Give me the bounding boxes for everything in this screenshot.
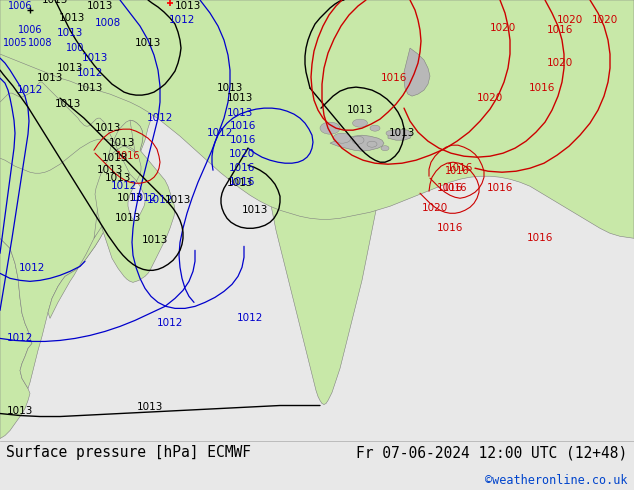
Text: 1013: 1013 [115,213,141,223]
Text: 1013: 1013 [57,63,83,73]
Text: 1020: 1020 [490,23,516,33]
Text: 1016: 1016 [527,233,553,244]
Text: 1012: 1012 [147,113,173,123]
Text: 1013: 1013 [217,83,243,93]
Text: 1013: 1013 [7,406,33,416]
Text: 1016: 1016 [229,177,256,187]
Text: 1012: 1012 [237,314,263,323]
Text: 1016: 1016 [444,166,469,176]
Text: 1012: 1012 [169,15,195,25]
Text: 1013: 1013 [227,108,253,118]
Text: 1016: 1016 [229,163,256,173]
Polygon shape [0,82,175,282]
Text: 1013: 1013 [95,123,121,133]
Text: 1016: 1016 [547,25,573,35]
Text: 1020: 1020 [477,93,503,103]
Ellipse shape [333,133,351,143]
Text: 1020: 1020 [592,15,618,25]
Text: 1012: 1012 [147,195,173,205]
Polygon shape [230,0,381,405]
Text: 1006: 1006 [18,25,42,35]
Text: 1020: 1020 [422,203,448,213]
Text: 1013: 1013 [109,138,135,148]
Text: 1016: 1016 [529,83,555,93]
Text: 1016: 1016 [447,163,473,173]
Text: 1013: 1013 [389,128,415,138]
Text: 1006: 1006 [8,1,32,11]
Polygon shape [0,0,32,439]
Text: 1013: 1013 [117,193,143,203]
Text: 1013: 1013 [42,0,68,5]
Ellipse shape [381,146,389,151]
Text: 1012: 1012 [19,263,45,273]
Polygon shape [388,129,412,140]
Text: 1008: 1008 [95,18,121,28]
Text: ©weatheronline.co.uk: ©weatheronline.co.uk [485,474,628,487]
Text: Fr 07-06-2024 12:00 UTC (12+48): Fr 07-06-2024 12:00 UTC (12+48) [356,445,628,461]
Ellipse shape [353,119,368,127]
Text: 1013: 1013 [57,28,83,38]
Text: 1013: 1013 [55,99,81,109]
Text: 1012: 1012 [77,68,103,78]
Text: 1013: 1013 [227,178,253,188]
Text: 1016: 1016 [437,183,463,193]
Polygon shape [48,163,130,318]
Text: 1020: 1020 [557,15,583,25]
Text: 1013: 1013 [347,105,373,115]
Polygon shape [0,0,165,389]
Text: 1016: 1016 [487,183,513,193]
Text: 1012: 1012 [207,128,233,138]
Text: 1013: 1013 [135,38,161,48]
Polygon shape [404,48,430,96]
Text: 1012: 1012 [131,193,157,203]
Text: 1013: 1013 [105,173,131,183]
Text: 1013: 1013 [77,83,103,93]
Polygon shape [320,0,634,100]
Polygon shape [94,120,143,238]
Text: 1013: 1013 [82,53,108,63]
Text: 1013: 1013 [137,401,163,412]
Text: 1016: 1016 [230,121,256,131]
Text: 1016: 1016 [230,135,256,145]
Text: 1012: 1012 [7,333,33,343]
Text: 1012: 1012 [111,181,137,191]
Polygon shape [0,0,634,238]
Text: 1013: 1013 [59,13,85,23]
Text: 1013: 1013 [227,93,253,103]
Text: 1016: 1016 [443,183,467,193]
Text: 1012: 1012 [17,85,43,95]
Ellipse shape [352,136,364,144]
Text: 1016: 1016 [116,151,140,161]
Text: 1005: 1005 [3,38,27,48]
Text: Surface pressure [hPa] ECMWF: Surface pressure [hPa] ECMWF [6,445,251,461]
Text: 1013: 1013 [97,165,123,175]
Text: 1013: 1013 [175,1,201,11]
Text: 1012: 1012 [157,318,183,328]
Text: 1013: 1013 [242,205,268,215]
Text: 1008: 1008 [28,38,52,48]
Text: 1013: 1013 [102,153,128,163]
Ellipse shape [370,125,380,131]
Text: 1016: 1016 [381,73,407,83]
Text: 1013: 1013 [165,195,191,205]
Text: 1013: 1013 [87,1,113,11]
Ellipse shape [386,131,394,136]
Ellipse shape [320,122,340,134]
Text: 1016: 1016 [437,223,463,233]
Text: 100: 100 [66,43,84,53]
Text: 1013: 1013 [142,235,168,245]
Polygon shape [330,135,384,151]
Text: 1020: 1020 [547,58,573,68]
Text: 1020: 1020 [229,149,255,159]
Ellipse shape [367,141,377,147]
Text: 1013: 1013 [37,73,63,83]
